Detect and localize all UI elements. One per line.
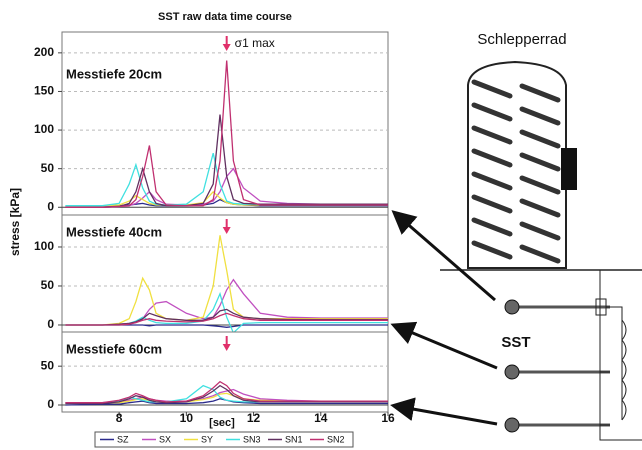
series-line — [65, 308, 388, 326]
y-tick-label: 50 — [41, 358, 55, 372]
legend-label: SY — [201, 434, 213, 444]
tread — [519, 244, 561, 264]
legend: SZ SX SY SN3 SN1 SN2 — [94, 431, 354, 448]
tread — [519, 106, 561, 126]
tread — [519, 129, 561, 149]
peak-arrow-head — [222, 344, 231, 351]
peak-arrow-head — [222, 44, 231, 51]
series-line — [65, 167, 388, 208]
pointer-arrow — [391, 210, 496, 302]
series-line — [65, 60, 388, 208]
tread — [471, 79, 513, 99]
sensor — [504, 299, 520, 315]
y-tick-label: 50 — [41, 278, 55, 292]
annotation: σ1 max — [235, 36, 275, 50]
tread — [519, 175, 561, 195]
peak-arrow-head — [222, 227, 231, 234]
pointer-arrow — [390, 397, 498, 426]
chart-title: SST raw data time course — [158, 11, 292, 23]
legend-label: SN1 — [285, 434, 303, 444]
y-tick-label: 200 — [34, 45, 54, 59]
series-line — [65, 114, 388, 208]
y-tick-label: 0 — [47, 397, 54, 411]
cable — [599, 270, 642, 441]
tread — [519, 198, 561, 218]
y-tick-label: 50 — [41, 161, 55, 175]
x-tick-label: 8 — [116, 411, 123, 425]
tread — [519, 152, 561, 172]
series-line — [65, 312, 388, 326]
panel-label: Messtiefe 20cm — [66, 66, 162, 81]
sensor — [504, 364, 520, 380]
tread — [471, 217, 513, 237]
series-line — [65, 324, 388, 328]
tread — [471, 125, 513, 145]
x-tick-label: 14 — [314, 411, 328, 425]
tread — [471, 102, 513, 122]
plot-area — [61, 31, 389, 216]
tread — [471, 194, 513, 214]
tread — [471, 148, 513, 168]
y-tick-label: 150 — [34, 84, 54, 98]
series-line — [65, 380, 388, 404]
x-tick-label: 12 — [247, 411, 261, 425]
y-axis-label: stress [kPa] — [8, 188, 22, 256]
y-tick-label: 100 — [34, 239, 54, 253]
tread — [471, 240, 513, 260]
hub — [561, 148, 577, 190]
tread — [519, 83, 561, 103]
legend-label: SN2 — [327, 434, 345, 444]
y-tick-label: 0 — [47, 317, 54, 331]
legend-label: SN3 — [243, 434, 261, 444]
pointer-arrow — [390, 321, 498, 370]
tread — [471, 171, 513, 191]
sensor-label: SST — [501, 334, 530, 351]
series-line — [65, 388, 388, 404]
series-line — [65, 398, 388, 406]
x-tick-label: 10 — [180, 411, 194, 425]
x-axis-label: [sec] — [209, 417, 235, 429]
panel-label: Messtiefe 60cm — [66, 341, 162, 356]
series-line — [65, 384, 388, 405]
panel-label: Messtiefe 40cm — [66, 224, 162, 239]
y-tick-label: 100 — [34, 122, 54, 136]
x-tick-label: 16 — [381, 411, 395, 425]
legend-box — [94, 431, 354, 448]
y-tick-label: 0 — [47, 199, 54, 213]
wheel-label: Schlepperrad — [477, 31, 566, 48]
legend-label: SZ — [117, 434, 129, 444]
tread — [519, 221, 561, 241]
legend-label: SX — [159, 434, 171, 444]
wheel-diagram: Schlepperrad SST — [390, 31, 642, 441]
sensor — [504, 417, 520, 433]
